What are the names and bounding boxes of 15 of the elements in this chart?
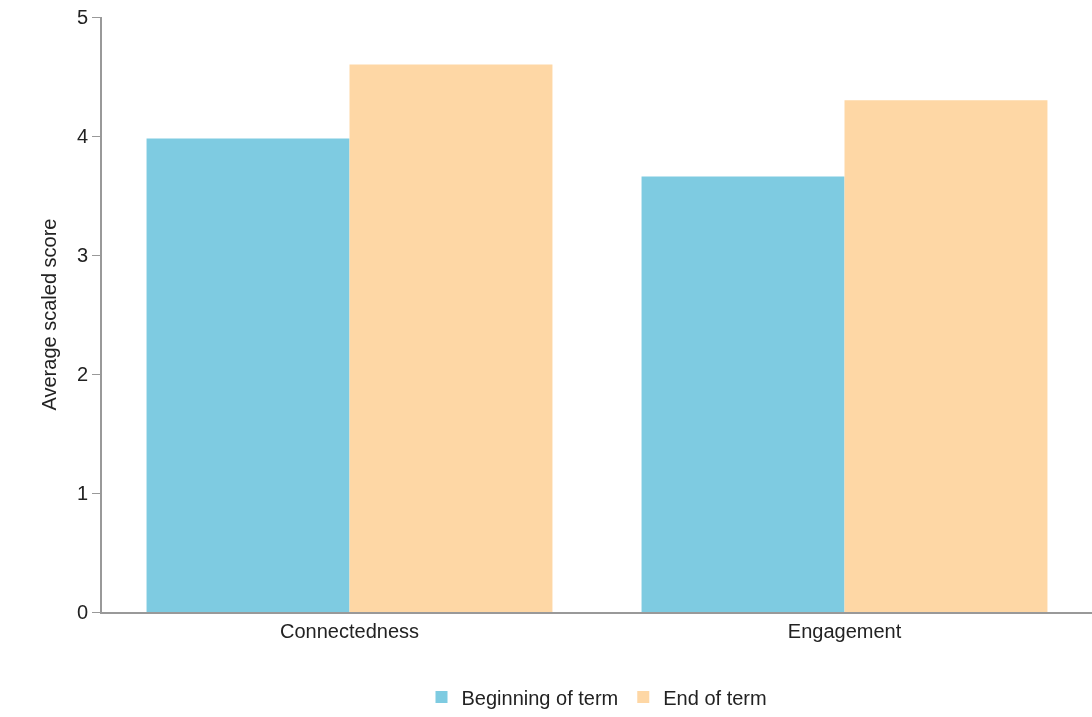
y-tick-label: 0 [76, 601, 88, 623]
y-axis-title: Average scaled score [37, 218, 60, 411]
x-tick-label: Engagement [787, 620, 902, 642]
bar [844, 100, 1048, 612]
legend-label: Beginning of term [461, 686, 619, 709]
y-tick-label: 2 [76, 363, 88, 385]
y-tick-label: 3 [76, 244, 88, 266]
bar [146, 138, 350, 612]
y-tick-label: 5 [76, 6, 88, 28]
bar [641, 176, 845, 612]
legend-label: End of term [663, 686, 767, 709]
x-tick-label: Connectedness [280, 620, 419, 642]
y-tick-label: 4 [76, 125, 88, 147]
bar [349, 64, 553, 612]
y-tick-label: 1 [76, 482, 88, 504]
